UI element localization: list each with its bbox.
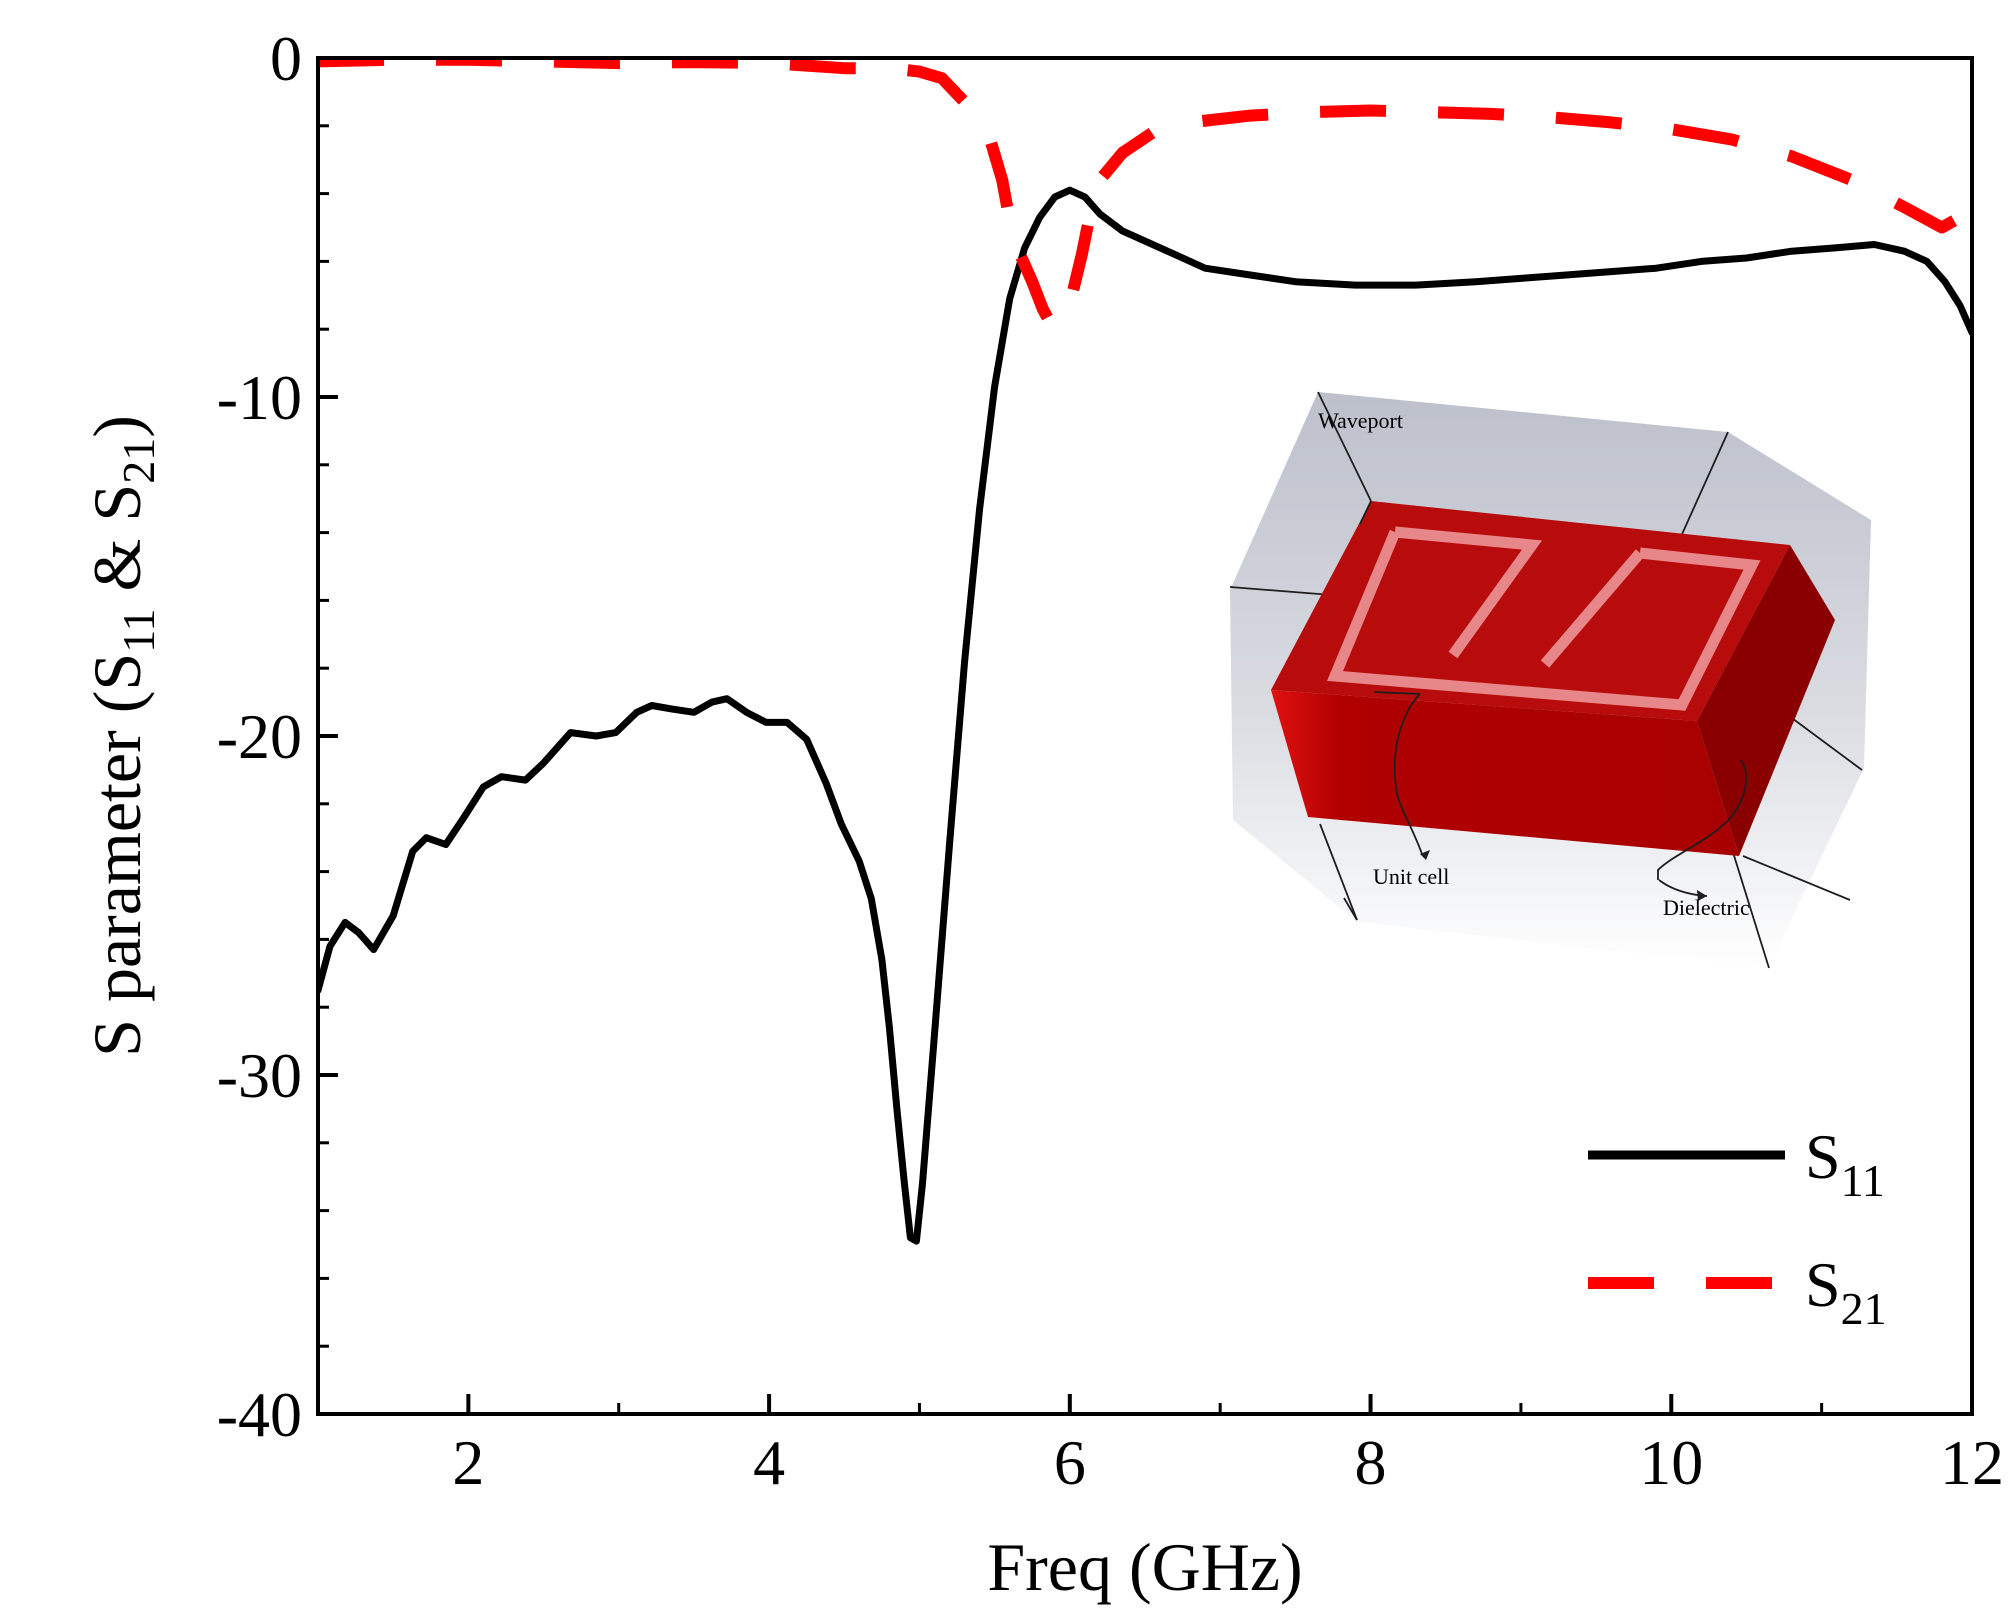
x-tick-label: 2 xyxy=(452,1427,484,1498)
legend-label-s11: S11 xyxy=(1805,1121,1885,1206)
x-tick-label: 12 xyxy=(1940,1427,2004,1498)
x-axis-title: Freq (GHz) xyxy=(987,1529,1302,1605)
y-axis-title-mid: & S xyxy=(79,484,155,609)
y-axis-title-suffix: ) xyxy=(79,415,155,438)
x-tick-label: 4 xyxy=(753,1427,785,1498)
y-axis-title-sub1: 11 xyxy=(113,608,164,652)
y-tick-label: -20 xyxy=(217,701,302,772)
inset-label-dielectric: Dielectric xyxy=(1663,895,1750,920)
y-tick-label: -40 xyxy=(217,1379,302,1450)
split-ring-resonator xyxy=(1327,526,1761,711)
x-tick-label: 6 xyxy=(1054,1427,1086,1498)
inset-label-waveport: Waveport xyxy=(1318,408,1403,433)
y-axis-title-prefix: S parameter (S xyxy=(79,653,155,1057)
y-tick-label: 0 xyxy=(270,23,302,94)
y-axis-title-sub2: 21 xyxy=(113,438,164,484)
dielectric-front-face xyxy=(1271,690,1739,856)
ticks-layer: 2 4 6 8 10 12 0 -10 -20 -30 -40 xyxy=(217,23,2004,1498)
y-tick-label: -30 xyxy=(217,1040,302,1111)
legend-label-s21: S21 xyxy=(1805,1249,1887,1334)
unit-cell-inset: Waveport Unit cell Dielectric xyxy=(1229,391,1871,969)
x-tick-label: 8 xyxy=(1355,1427,1387,1498)
x-tick-label: 10 xyxy=(1639,1427,1703,1498)
series-line-s11 xyxy=(318,186,1972,1245)
series-layer xyxy=(318,58,1972,1245)
inset-label-unit-cell: Unit cell xyxy=(1373,864,1449,889)
inset-pointers xyxy=(1343,500,1747,921)
legend: S11 S21 xyxy=(1588,1121,1887,1334)
series-line-s21 xyxy=(318,58,1972,332)
y-tick-label: -10 xyxy=(217,362,302,433)
y-axis-title: S parameter (S11 & S21) xyxy=(79,415,164,1057)
dielectric-side-face xyxy=(1697,545,1835,856)
